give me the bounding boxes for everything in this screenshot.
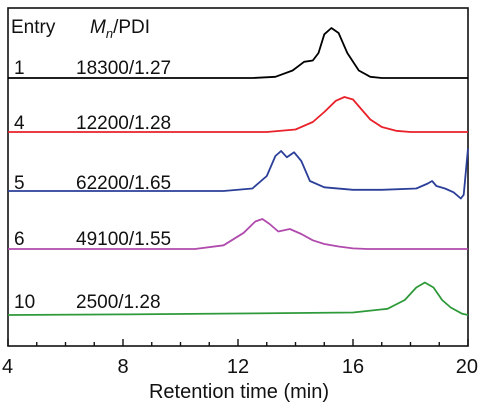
series-entry-label-4: 4 [14,113,25,134]
series-line-entry-1 [8,27,468,79]
series-value-label-4: 12200/1.28 [76,113,171,134]
header-mn-main: M [90,17,106,38]
x-tick-label: 20 [456,356,478,378]
series-value-label-10: 2500/1.28 [76,292,161,313]
series-line-entry-5 [8,148,469,200]
header-entry: Entry [11,17,56,38]
x-axis-title: Retention time (min) [149,381,329,403]
x-axis: 4 8 12 16 20 [2,339,478,378]
series-line-entry-6 [8,218,468,250]
series-entry-label-10: 10 [14,292,35,313]
series-value-label-5: 62200/1.65 [76,173,171,194]
series-line-entry-10 [7,281,469,316]
header-mn-sub: n [106,26,113,41]
series-value-label-1: 18300/1.27 [76,58,171,79]
series-entry-label-6: 6 [14,229,25,250]
series-layer: 1 18300/1.27 4 12200/1.28 5 62200/1.65 6 49100/… [7,27,469,316]
header-mn: Mn/PDI [90,17,150,41]
series-value-label-6: 49100/1.55 [76,229,171,250]
x-tick-label: 4 [2,356,13,378]
series-entry-label-1: 1 [14,58,25,79]
series-entry-label-5: 5 [14,173,25,194]
x-tick-label: 12 [227,356,249,378]
series-line-entry-4 [8,96,468,133]
x-tick-label: 8 [117,356,128,378]
header-pdi: /PDI [113,17,150,38]
x-tick-label: 16 [342,356,364,378]
